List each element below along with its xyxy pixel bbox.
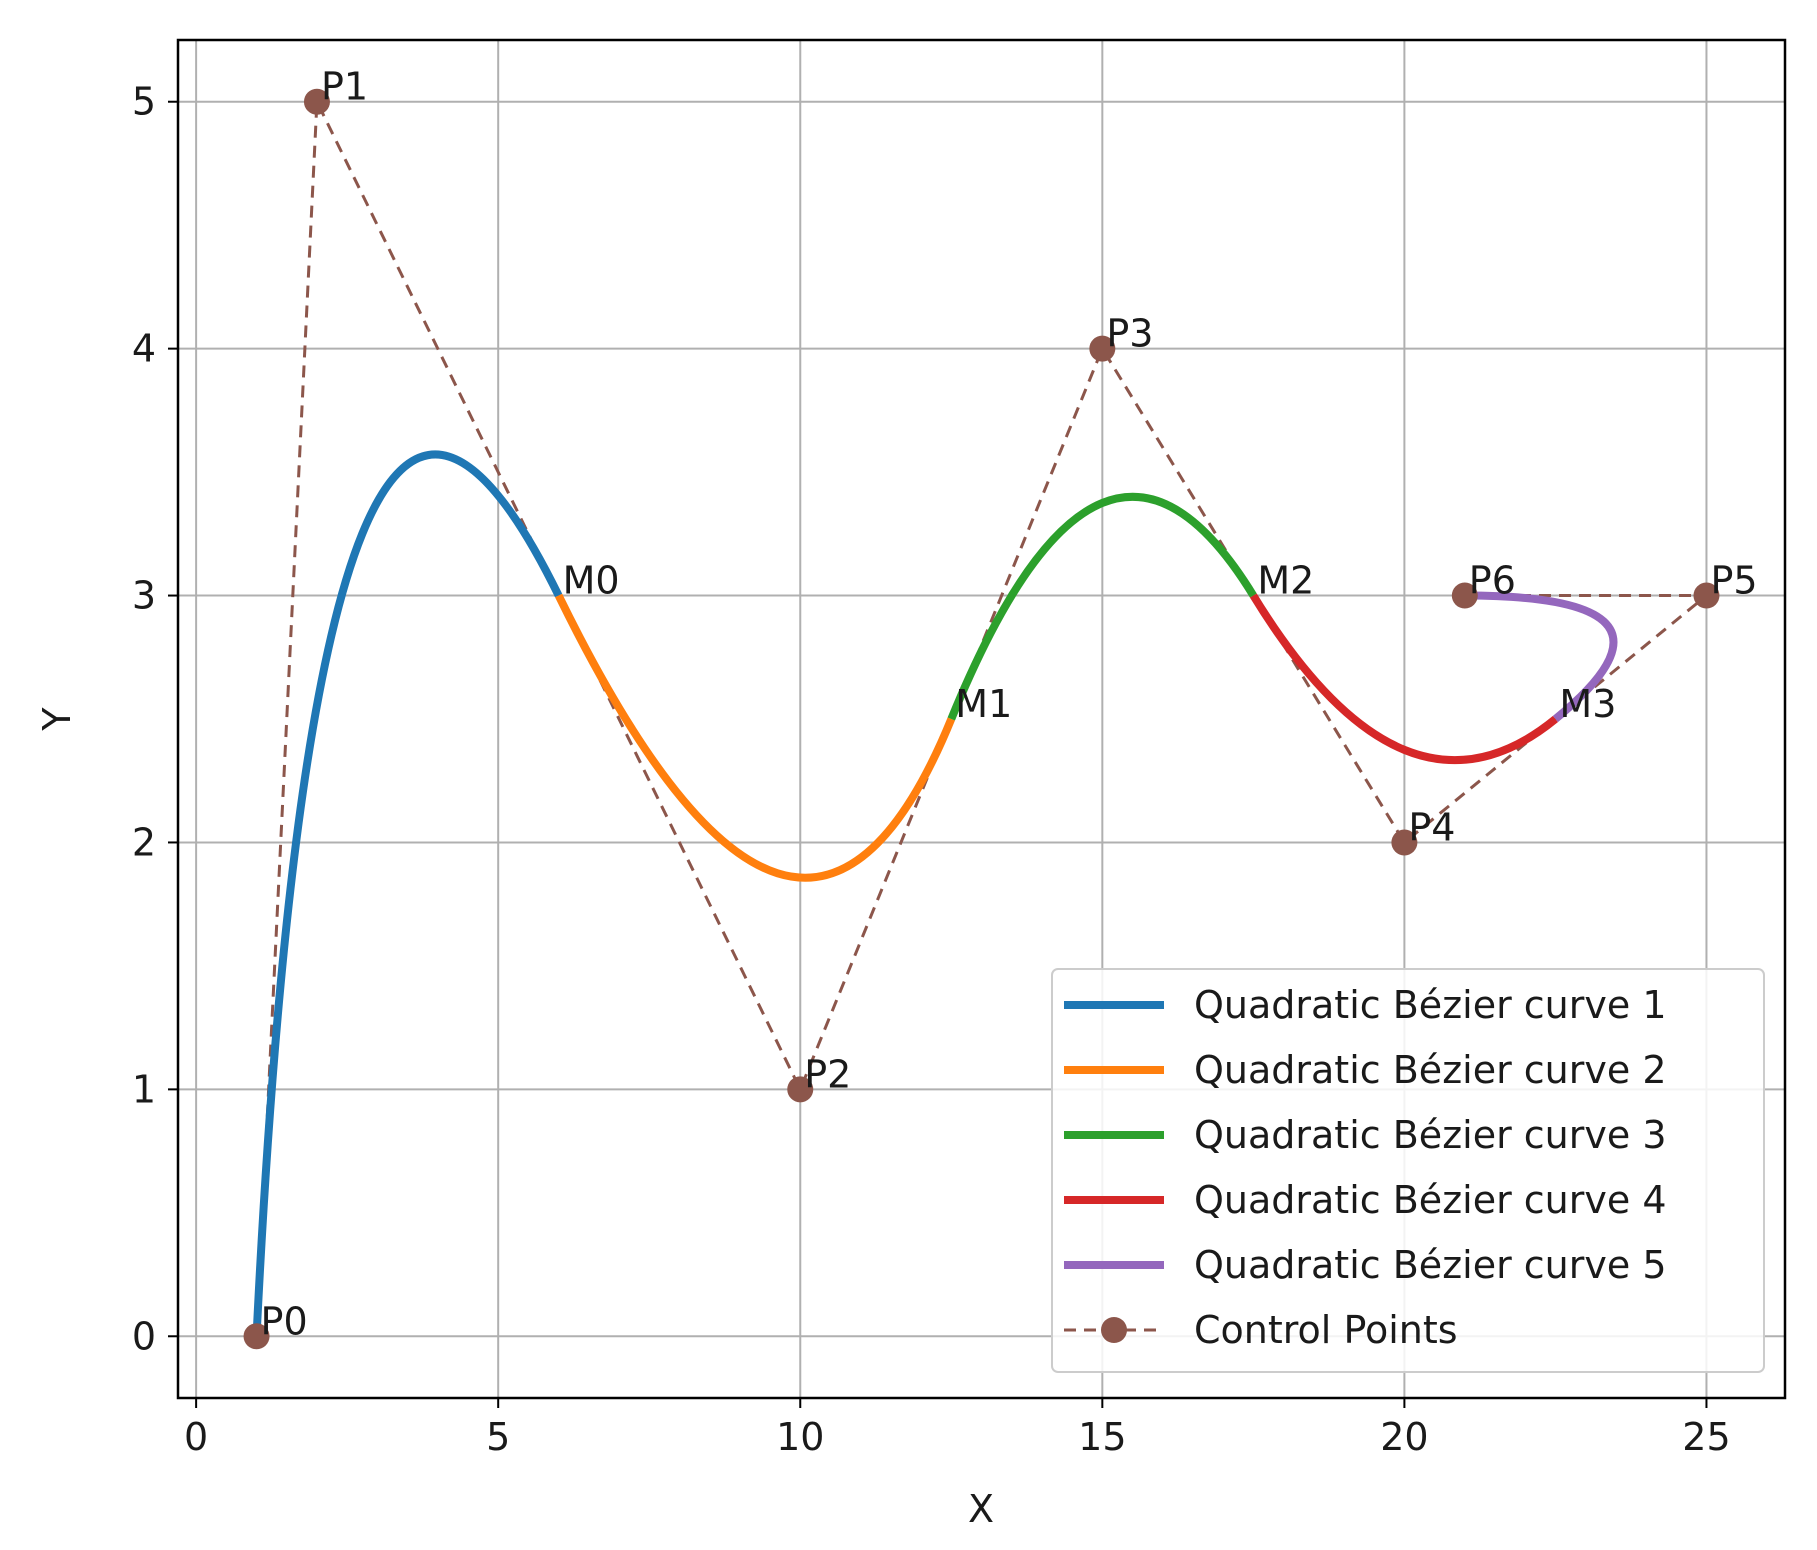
y-tick-label: 4 (132, 327, 156, 371)
control-point-marker (787, 1076, 814, 1103)
legend-label-curve-3: Quadratic Bézier curve 3 (1194, 1113, 1667, 1157)
bezier-curve-1 (252, 450, 563, 1337)
control-point-label: P1 (321, 65, 368, 109)
x-axis-label: X (968, 1487, 994, 1531)
control-point-label: P3 (1106, 312, 1153, 356)
bezier-curve-4 (1249, 593, 1558, 765)
legend-frame (1051, 968, 1765, 1373)
midpoint-label: M1 (955, 682, 1012, 726)
y-tick-label: 5 (132, 80, 156, 124)
y-tick-label: 2 (132, 820, 156, 864)
point-labels: P0 P1 P2 P3 P4 P5 P6 M0 M1 M2 M3 (261, 65, 1758, 1344)
control-point-marker (243, 1323, 270, 1350)
control-point-label: P5 (1710, 559, 1757, 603)
x-tick-label: 20 (1380, 1415, 1428, 1459)
plot-area-frame (176, 38, 1787, 1400)
bezier-curve-2 (555, 593, 955, 882)
legend-marker-control-points (1101, 1317, 1127, 1343)
control-point-marker (303, 88, 330, 115)
legend-label-curve-5: Quadratic Bézier curve 5 (1194, 1243, 1667, 1287)
midpoint-label: M2 (1257, 559, 1314, 603)
control-point-label: P4 (1408, 805, 1455, 849)
x-tick-label: 15 (1078, 1415, 1126, 1459)
x-tick-label: 25 (1682, 1415, 1730, 1459)
control-point-label: P6 (1469, 559, 1516, 603)
legend-label-curve-1: Quadratic Bézier curve 1 (1194, 983, 1667, 1027)
midpoint-label: M3 (1559, 682, 1616, 726)
y-tick-label: 0 (132, 1314, 156, 1358)
legend-label-control-points: Control Points (1194, 1308, 1458, 1352)
bezier-curves (252, 450, 1618, 1337)
legend-label-curve-2: Quadratic Bézier curve 2 (1194, 1048, 1667, 1092)
control-point-marker (1693, 582, 1720, 609)
control-point-label: P2 (804, 1052, 851, 1096)
legend-label-curve-4: Quadratic Bézier curve 4 (1194, 1178, 1667, 1222)
y-axis-label: Y (35, 707, 79, 732)
x-tick-label: 5 (486, 1415, 510, 1459)
bezier-curve-5 (1464, 591, 1618, 723)
midpoint-label: M0 (563, 559, 620, 603)
control-point-marker (1451, 582, 1478, 609)
y-tick-label: 1 (132, 1067, 156, 1111)
control-point-label: P0 (261, 1299, 308, 1343)
control-point-marker (1089, 335, 1116, 362)
y-tick-label: 3 (132, 574, 156, 618)
control-point-markers (243, 88, 1720, 1350)
bezier-curve-3 (947, 492, 1257, 721)
legend: Quadratic Bézier curve 1 Quadratic Bézier… (1051, 968, 1765, 1373)
control-point-marker (1391, 829, 1418, 856)
x-tick-label: 0 (184, 1415, 208, 1459)
x-tick-label: 10 (776, 1415, 824, 1459)
axis-ticks: 0 5 10 15 20 25 0 1 2 3 4 5 (132, 80, 1731, 1459)
